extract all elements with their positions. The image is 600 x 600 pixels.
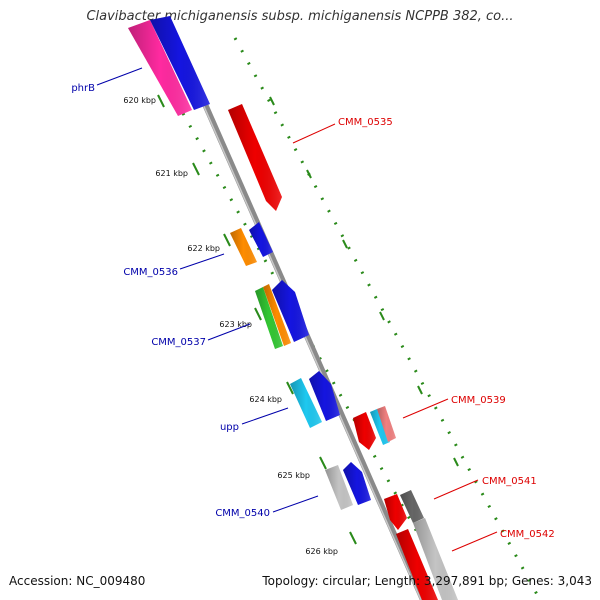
label-CMM_0542[interactable]: CMM_0542 (451, 529, 555, 552)
svg-text:625 kbp: 625 kbp (277, 471, 310, 480)
gene-CMM_0539-red[interactable] (353, 412, 376, 450)
gene-CMM_0541-red[interactable] (384, 494, 407, 530)
tick-624-kbp: 624 kbp (249, 381, 294, 404)
svg-text:CMM_0535: CMM_0535 (338, 117, 393, 128)
label-CMM_0536[interactable]: CMM_0536 (123, 253, 225, 278)
label-CMM_0540[interactable]: CMM_0540 (215, 495, 319, 519)
svg-text:phrB: phrB (71, 83, 95, 94)
tick-626-kbp: 626 kbp (305, 531, 357, 556)
gene-CMM_0537-green[interactable] (255, 287, 283, 349)
svg-text:622 kbp: 622 kbp (187, 244, 220, 253)
tick-625-kbp: 625 kbp (277, 456, 327, 480)
svg-text:623 kbp: 623 kbp (219, 320, 252, 329)
accession-text: Accession: NC_009480 (9, 574, 146, 588)
gene-CMM_0542-red[interactable] (396, 529, 438, 600)
tick-623-kbp: 623 kbp (219, 307, 262, 329)
svg-text:CMM_0537: CMM_0537 (151, 337, 206, 348)
gene-CMM_0535-red[interactable] (228, 104, 282, 211)
svg-text:620 kbp: 620 kbp (123, 96, 156, 105)
gene-CMM_0542-lightgray[interactable] (413, 518, 458, 600)
gene-CMM_0537-orange[interactable] (263, 284, 291, 346)
right-tick-track (233, 37, 542, 600)
map-title: Clavibacter michiganensis subsp. michiga… (86, 9, 514, 24)
gene-CMM_0537-blue[interactable] (272, 280, 309, 342)
label-CMM_0541[interactable]: CMM_0541 (433, 476, 537, 500)
label-CMM_0539[interactable]: CMM_0539 (402, 395, 506, 419)
svg-text:CMM_0536: CMM_0536 (123, 267, 178, 278)
right-track-marks (269, 96, 459, 467)
svg-text:626 kbp: 626 kbp (305, 547, 338, 556)
label-CMM_0535[interactable]: CMM_0535 (292, 117, 393, 144)
label-upp[interactable]: upp (220, 407, 289, 433)
gene-CMM_0540-gray[interactable] (325, 465, 353, 510)
gene-phrB-magenta[interactable] (128, 20, 192, 116)
gene-CMM_0539-cyan[interactable] (370, 409, 390, 445)
gene-CMM_0539-pink[interactable] (377, 406, 396, 442)
gene-upp-blue[interactable] (309, 371, 340, 421)
svg-text:621 kbp: 621 kbp (155, 169, 188, 178)
svg-text:CMM_0539: CMM_0539 (451, 395, 506, 406)
tick-621-kbp: 621 kbp (155, 162, 200, 178)
gene-CMM_0536-orange[interactable] (230, 228, 257, 266)
gene-phrB-blue[interactable] (150, 16, 210, 110)
gene-upp-cyan[interactable] (290, 378, 322, 428)
label-phrB[interactable]: phrB (71, 67, 143, 94)
gene-CMM_0536-blue[interactable] (249, 222, 273, 257)
gene-CMM_0541-darkgray[interactable] (400, 490, 424, 523)
gene-CMM_0540-blue[interactable] (343, 462, 371, 505)
svg-text:CMM_0542: CMM_0542 (500, 529, 555, 540)
svg-text:upp: upp (220, 422, 239, 433)
svg-text:CMM_0541: CMM_0541 (482, 476, 537, 487)
svg-text:CMM_0540: CMM_0540 (215, 508, 270, 519)
label-CMM_0537[interactable]: CMM_0537 (151, 323, 251, 348)
svg-text:624 kbp: 624 kbp (249, 395, 282, 404)
tick-622-kbp: 622 kbp (187, 233, 231, 253)
tick-620-kbp: 620 kbp (123, 94, 165, 108)
topology-text: Topology: circular; Length: 3,297,891 bp… (262, 574, 592, 588)
